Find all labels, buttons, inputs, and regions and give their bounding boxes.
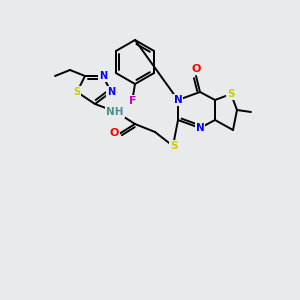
- Text: NH: NH: [106, 107, 124, 117]
- Text: S: S: [74, 87, 81, 97]
- Text: N: N: [107, 87, 115, 97]
- Text: N: N: [196, 123, 204, 133]
- Text: O: O: [109, 128, 119, 138]
- Text: S: S: [170, 141, 178, 151]
- Text: O: O: [191, 64, 201, 74]
- Text: N: N: [174, 95, 182, 105]
- Text: S: S: [227, 89, 235, 99]
- Text: F: F: [129, 96, 137, 106]
- Text: N: N: [99, 71, 107, 81]
